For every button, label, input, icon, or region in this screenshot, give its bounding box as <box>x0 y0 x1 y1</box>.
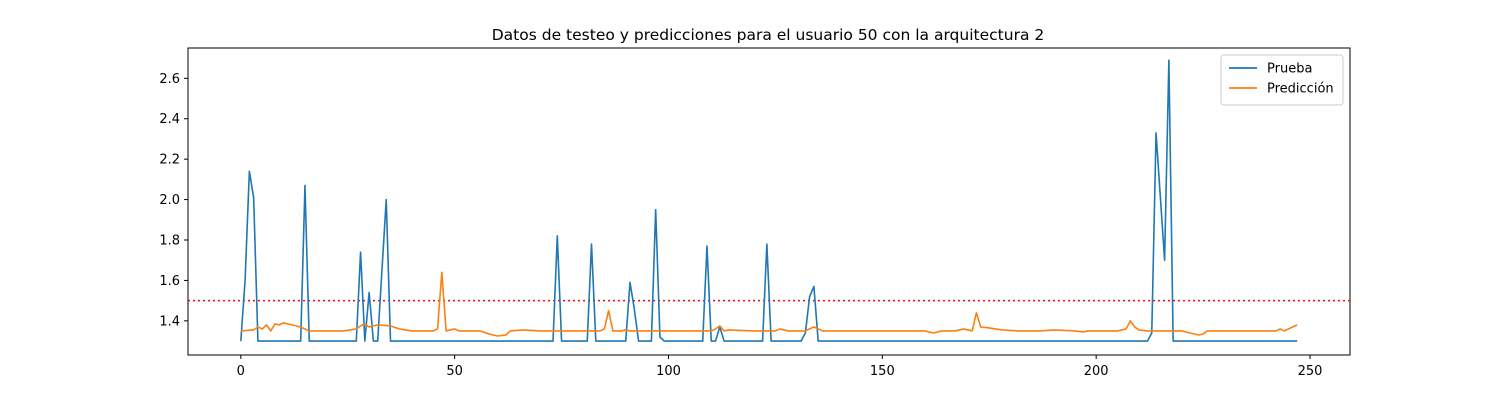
series-line-prueba <box>240 59 1298 342</box>
y-tick-label: 2.0 <box>159 193 180 208</box>
x-tick-label: 150 <box>870 364 895 379</box>
x-tick-label: 200 <box>1084 364 1109 379</box>
x-tick-label: 50 <box>446 364 463 379</box>
series-layer <box>240 59 1298 342</box>
y-tick-label: 2.6 <box>159 72 180 87</box>
y-tick-label: 1.8 <box>159 234 180 249</box>
y-tick-label: 1.4 <box>159 314 180 329</box>
plot-area-frame <box>187 47 1351 356</box>
x-tick-label: 0 <box>237 364 245 379</box>
x-tick-label: 250 <box>1298 364 1323 379</box>
y-tick-label: 2.2 <box>159 153 180 168</box>
x-tick-label: 100 <box>656 364 681 379</box>
chart-title: Datos de testeo y predicciones para el u… <box>492 26 1044 44</box>
tick-layer: 0 50 100 150 200 250 1.4 1.6 1.8 2.0 2.2 2.4 2.6 <box>159 72 1322 379</box>
y-tick-label: 1.6 <box>159 274 180 289</box>
y-tick-label: 2.4 <box>159 112 180 127</box>
series-line-prediccion <box>240 271 1298 337</box>
legend-label: Prueba <box>1267 62 1312 77</box>
legend-label: Predicción <box>1267 82 1334 97</box>
legend: Prueba Predicción <box>1220 54 1344 106</box>
